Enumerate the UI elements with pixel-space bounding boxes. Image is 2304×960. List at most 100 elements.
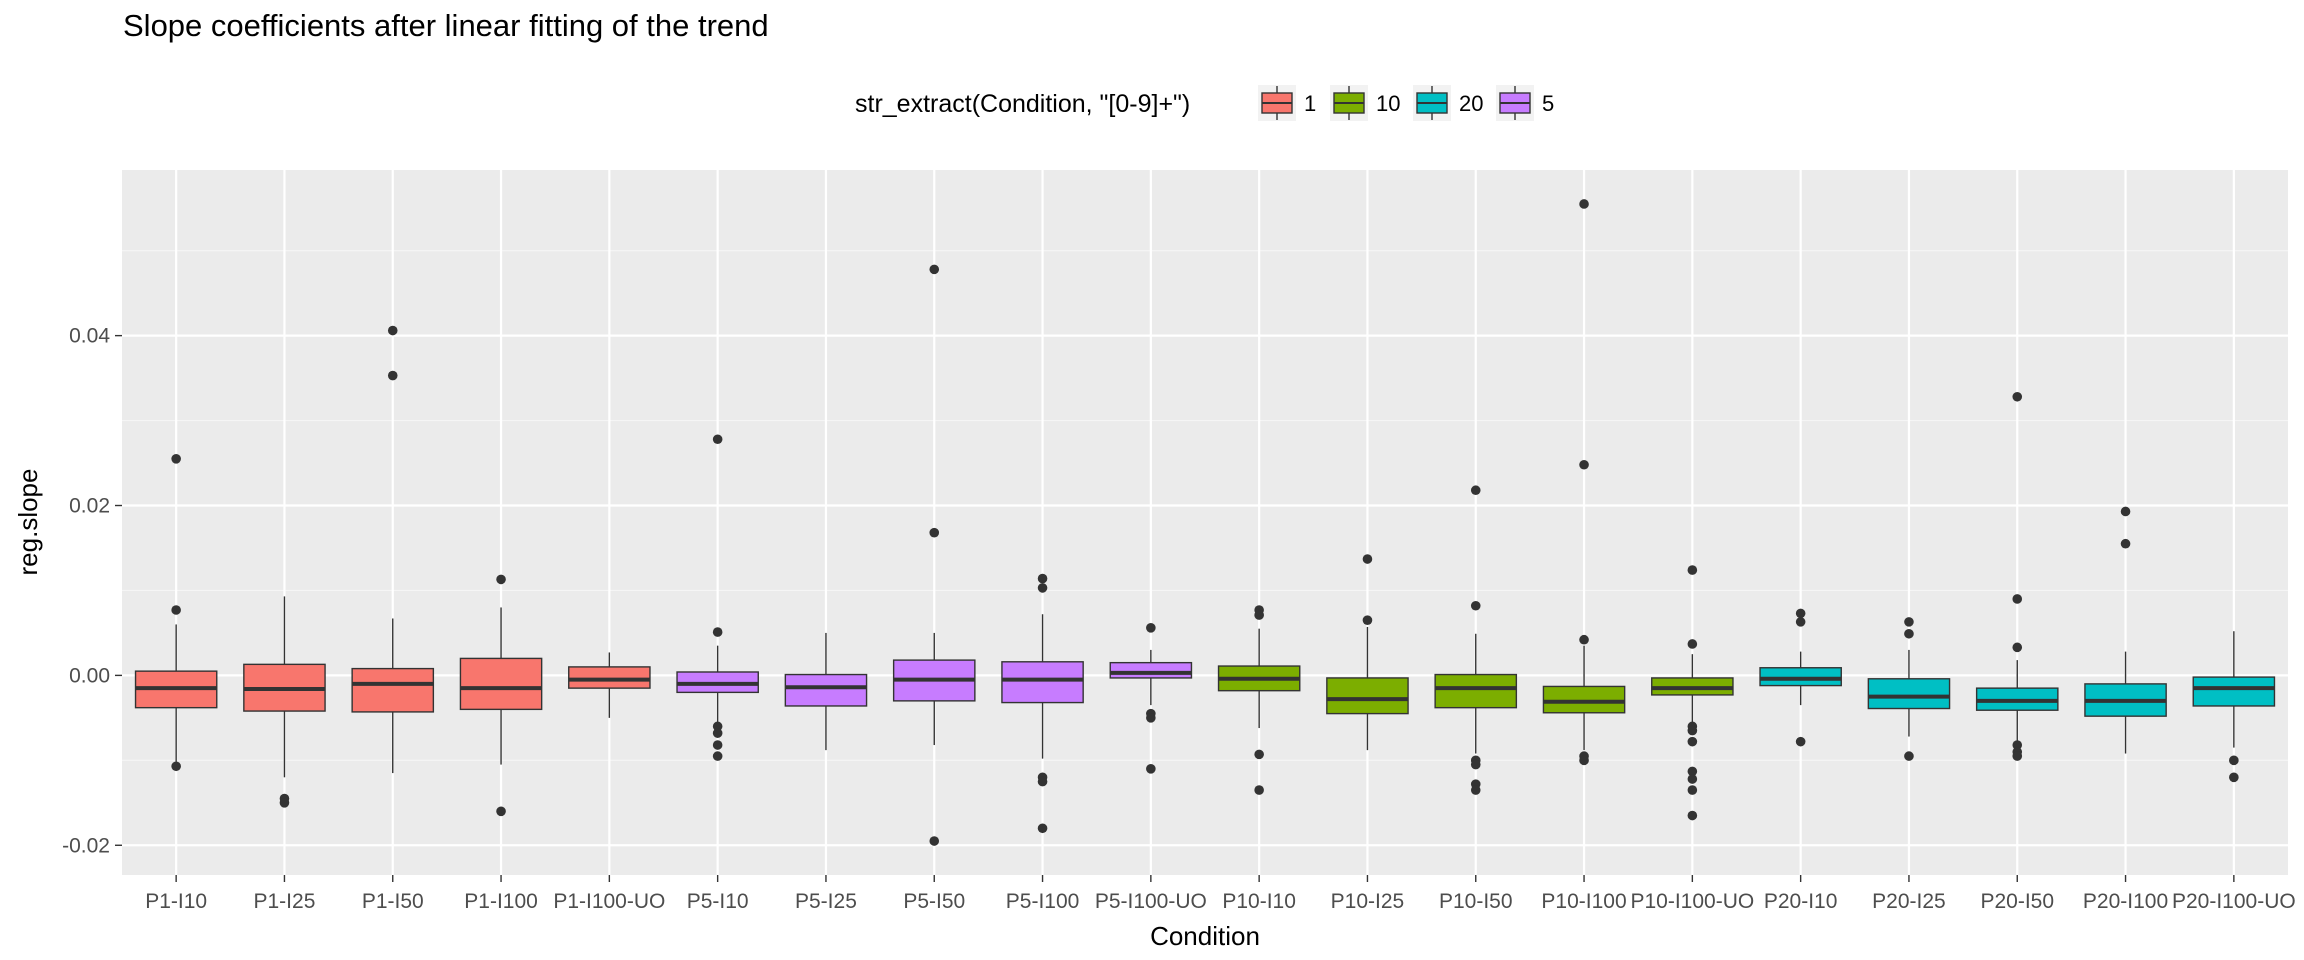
box-P1-I50 xyxy=(351,325,435,774)
box-body xyxy=(1326,677,1409,715)
x-axis-title: Condition xyxy=(1150,921,1260,951)
axes: -0.02 0.00 0.02 0.04 P1-I10 P1-I25 P1-I50 P1-I1… xyxy=(62,325,2296,913)
outlier-point xyxy=(2120,506,2131,517)
outlier-point xyxy=(2012,751,2023,761)
outlier-point xyxy=(1146,764,1156,774)
y-tick-label: 0.04 xyxy=(69,325,110,348)
outlier-point xyxy=(1795,736,1806,747)
box-P1-I25 xyxy=(243,596,326,808)
box-P10-I100 xyxy=(1542,199,1626,766)
x-tick-label: P10-I50 xyxy=(1439,890,1513,913)
outlier-point xyxy=(2012,642,2023,653)
x-tick-label: P1-I100 xyxy=(464,890,538,913)
outlier-point xyxy=(1687,565,1698,575)
outlier-point xyxy=(171,605,181,615)
y-tick-label: 0.00 xyxy=(69,664,110,687)
outlier-point xyxy=(1904,628,1914,639)
outlier-point xyxy=(1579,459,1589,470)
outlier-point xyxy=(171,453,181,464)
box-P5-I50 xyxy=(892,264,976,846)
x-tick-label: P5-I100-UO xyxy=(1095,890,1207,913)
y-axis-title: reg.slope xyxy=(13,469,43,576)
boxes xyxy=(134,199,2276,846)
outlier-point xyxy=(1687,810,1698,821)
x-tick-label: P20-I50 xyxy=(1980,890,2054,913)
outlier-point xyxy=(1362,554,1373,564)
box-P20-I100-UO xyxy=(2192,631,2276,783)
outlier-point xyxy=(387,325,398,336)
x-tick-label: P5-I10 xyxy=(687,890,749,913)
box-body xyxy=(1434,673,1518,709)
outlier-point xyxy=(1470,759,1481,770)
x-tick-label: P1-I100-UO xyxy=(553,890,665,913)
outlier-point xyxy=(1362,615,1373,625)
y-tick-label: 0.02 xyxy=(69,495,110,518)
outlier-point xyxy=(1687,736,1698,747)
x-tick-label: P5-I100 xyxy=(1006,890,1080,913)
box-body xyxy=(2192,676,2276,707)
box-body xyxy=(784,673,868,707)
outlier-point xyxy=(1579,199,1589,209)
outlier-point xyxy=(1470,485,1481,496)
legend-label: 20 xyxy=(1459,91,1483,116)
outlier-point xyxy=(1687,766,1698,777)
box-P10-I10 xyxy=(1217,605,1301,795)
outlier-point xyxy=(1687,725,1698,736)
outlier-point xyxy=(496,806,506,817)
box-P20-I100 xyxy=(2084,506,2167,754)
box-body xyxy=(351,667,435,713)
legend: str_extract(Condition, "[0-9]+") 1 10 20 5 xyxy=(855,85,1554,121)
legend-label: 1 xyxy=(1304,91,1316,116)
box-P5-I10 xyxy=(676,434,759,761)
outlier-point xyxy=(929,836,940,846)
y-tick-label: -0.02 xyxy=(62,834,110,857)
legend-label: 10 xyxy=(1376,91,1400,116)
box-body xyxy=(1001,661,1084,704)
outlier-point xyxy=(1037,573,1048,584)
outlier-point xyxy=(1470,600,1481,611)
box-P5-I100 xyxy=(1001,573,1084,834)
box-P5-I25 xyxy=(784,632,868,751)
x-tick-label: P10-I100-UO xyxy=(1630,890,1754,913)
box-body xyxy=(1109,661,1193,679)
box-P1-I100-UO xyxy=(568,652,651,718)
outlier-point xyxy=(171,761,181,772)
x-tick-label: P10-I25 xyxy=(1331,890,1405,913)
outlier-point xyxy=(1579,634,1589,645)
outlier-point xyxy=(1904,751,1914,761)
outlier-point xyxy=(279,798,290,808)
box-P20-I10 xyxy=(1759,608,1842,747)
box-P1-I10 xyxy=(134,453,218,772)
outlier-point xyxy=(2012,391,2023,402)
box-P10-I50 xyxy=(1434,485,1518,795)
x-tick-label: P10-I100 xyxy=(1541,890,1626,913)
box-P20-I25 xyxy=(1867,617,1951,761)
outlier-point xyxy=(1579,755,1589,766)
x-tick-label: P10-I10 xyxy=(1222,890,1296,913)
box-P10-I25 xyxy=(1326,554,1409,751)
outlier-point xyxy=(2012,594,2023,604)
outlier-point xyxy=(2120,538,2131,549)
x-tick-label: P20-I10 xyxy=(1764,890,1838,913)
legend-label: 5 xyxy=(1542,91,1554,116)
outlier-point xyxy=(496,574,506,585)
outlier-point xyxy=(387,370,398,381)
outlier-point xyxy=(2012,740,2023,750)
outlier-point xyxy=(712,627,723,637)
box-P20-I50 xyxy=(1975,391,2059,761)
box-body xyxy=(459,657,543,711)
outlier-point xyxy=(1146,623,1156,633)
box-body xyxy=(1759,667,1842,687)
x-tick-label: P5-I50 xyxy=(903,890,965,913)
outlier-point xyxy=(2229,772,2239,783)
outlier-point xyxy=(1254,749,1264,760)
box-P5-I100-UO xyxy=(1109,623,1193,774)
box-body xyxy=(568,666,651,689)
outlier-point xyxy=(1470,785,1481,795)
box-P10-I100-UO xyxy=(1651,565,1734,821)
plot-panel xyxy=(122,170,2288,875)
outlier-point xyxy=(1795,617,1806,627)
outlier-point xyxy=(1254,610,1264,620)
legend-item-10: 10 xyxy=(1330,85,1400,121)
